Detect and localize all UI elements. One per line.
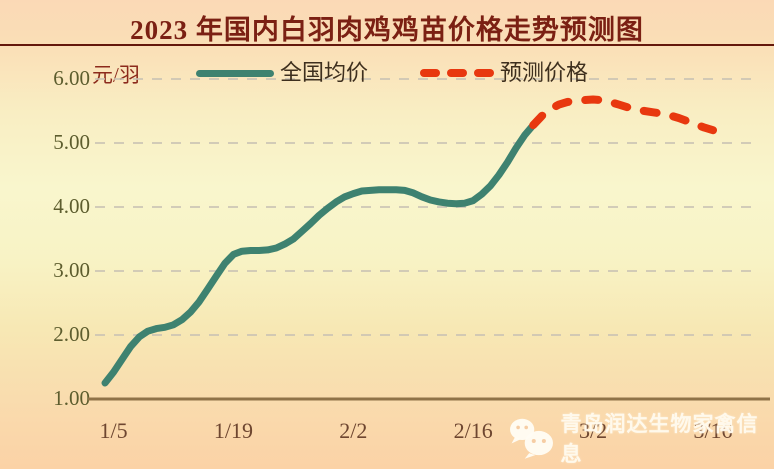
legend-label-actual: 全国均价 [280,60,369,85]
page-title: 2023 年国内白羽肉鸡鸡苗价格走势预测图 [130,15,644,45]
watermark-text: 青岛润达生物家禽信息 [560,413,759,466]
forecast-line-swatch [420,69,495,77]
forecast-line [529,95,717,135]
x-tick-label: 1/19 [213,418,253,443]
y-axis-unit-label: 元/羽 [92,63,140,87]
x-tick-label: 1/5 [99,418,128,443]
x-tick-label: 3/16 [693,418,733,443]
y-tick-label: 6.00 [53,66,90,90]
x-tick-label: 3/2 [579,418,608,443]
wechat-icon [510,418,553,459]
y-tick-label: 2.00 [53,322,90,346]
y-tick-label: 1.00 [53,386,90,410]
x-tick-label: 2/2 [339,418,368,443]
x-tick-label: 2/16 [453,418,493,443]
y-tick-label: 3.00 [53,258,90,282]
title-divider [0,44,774,46]
chart-legend: 全国均价 预测价格 [196,60,588,86]
actual-line-swatch [196,69,274,77]
y-tick-label: 5.00 [53,130,90,154]
watermark: 青岛润达生物家禽信息 [508,408,774,468]
national-average-line [101,121,537,387]
y-tick-label: 4.00 [53,194,90,218]
legend-label-forecast: 预测价格 [500,60,589,85]
